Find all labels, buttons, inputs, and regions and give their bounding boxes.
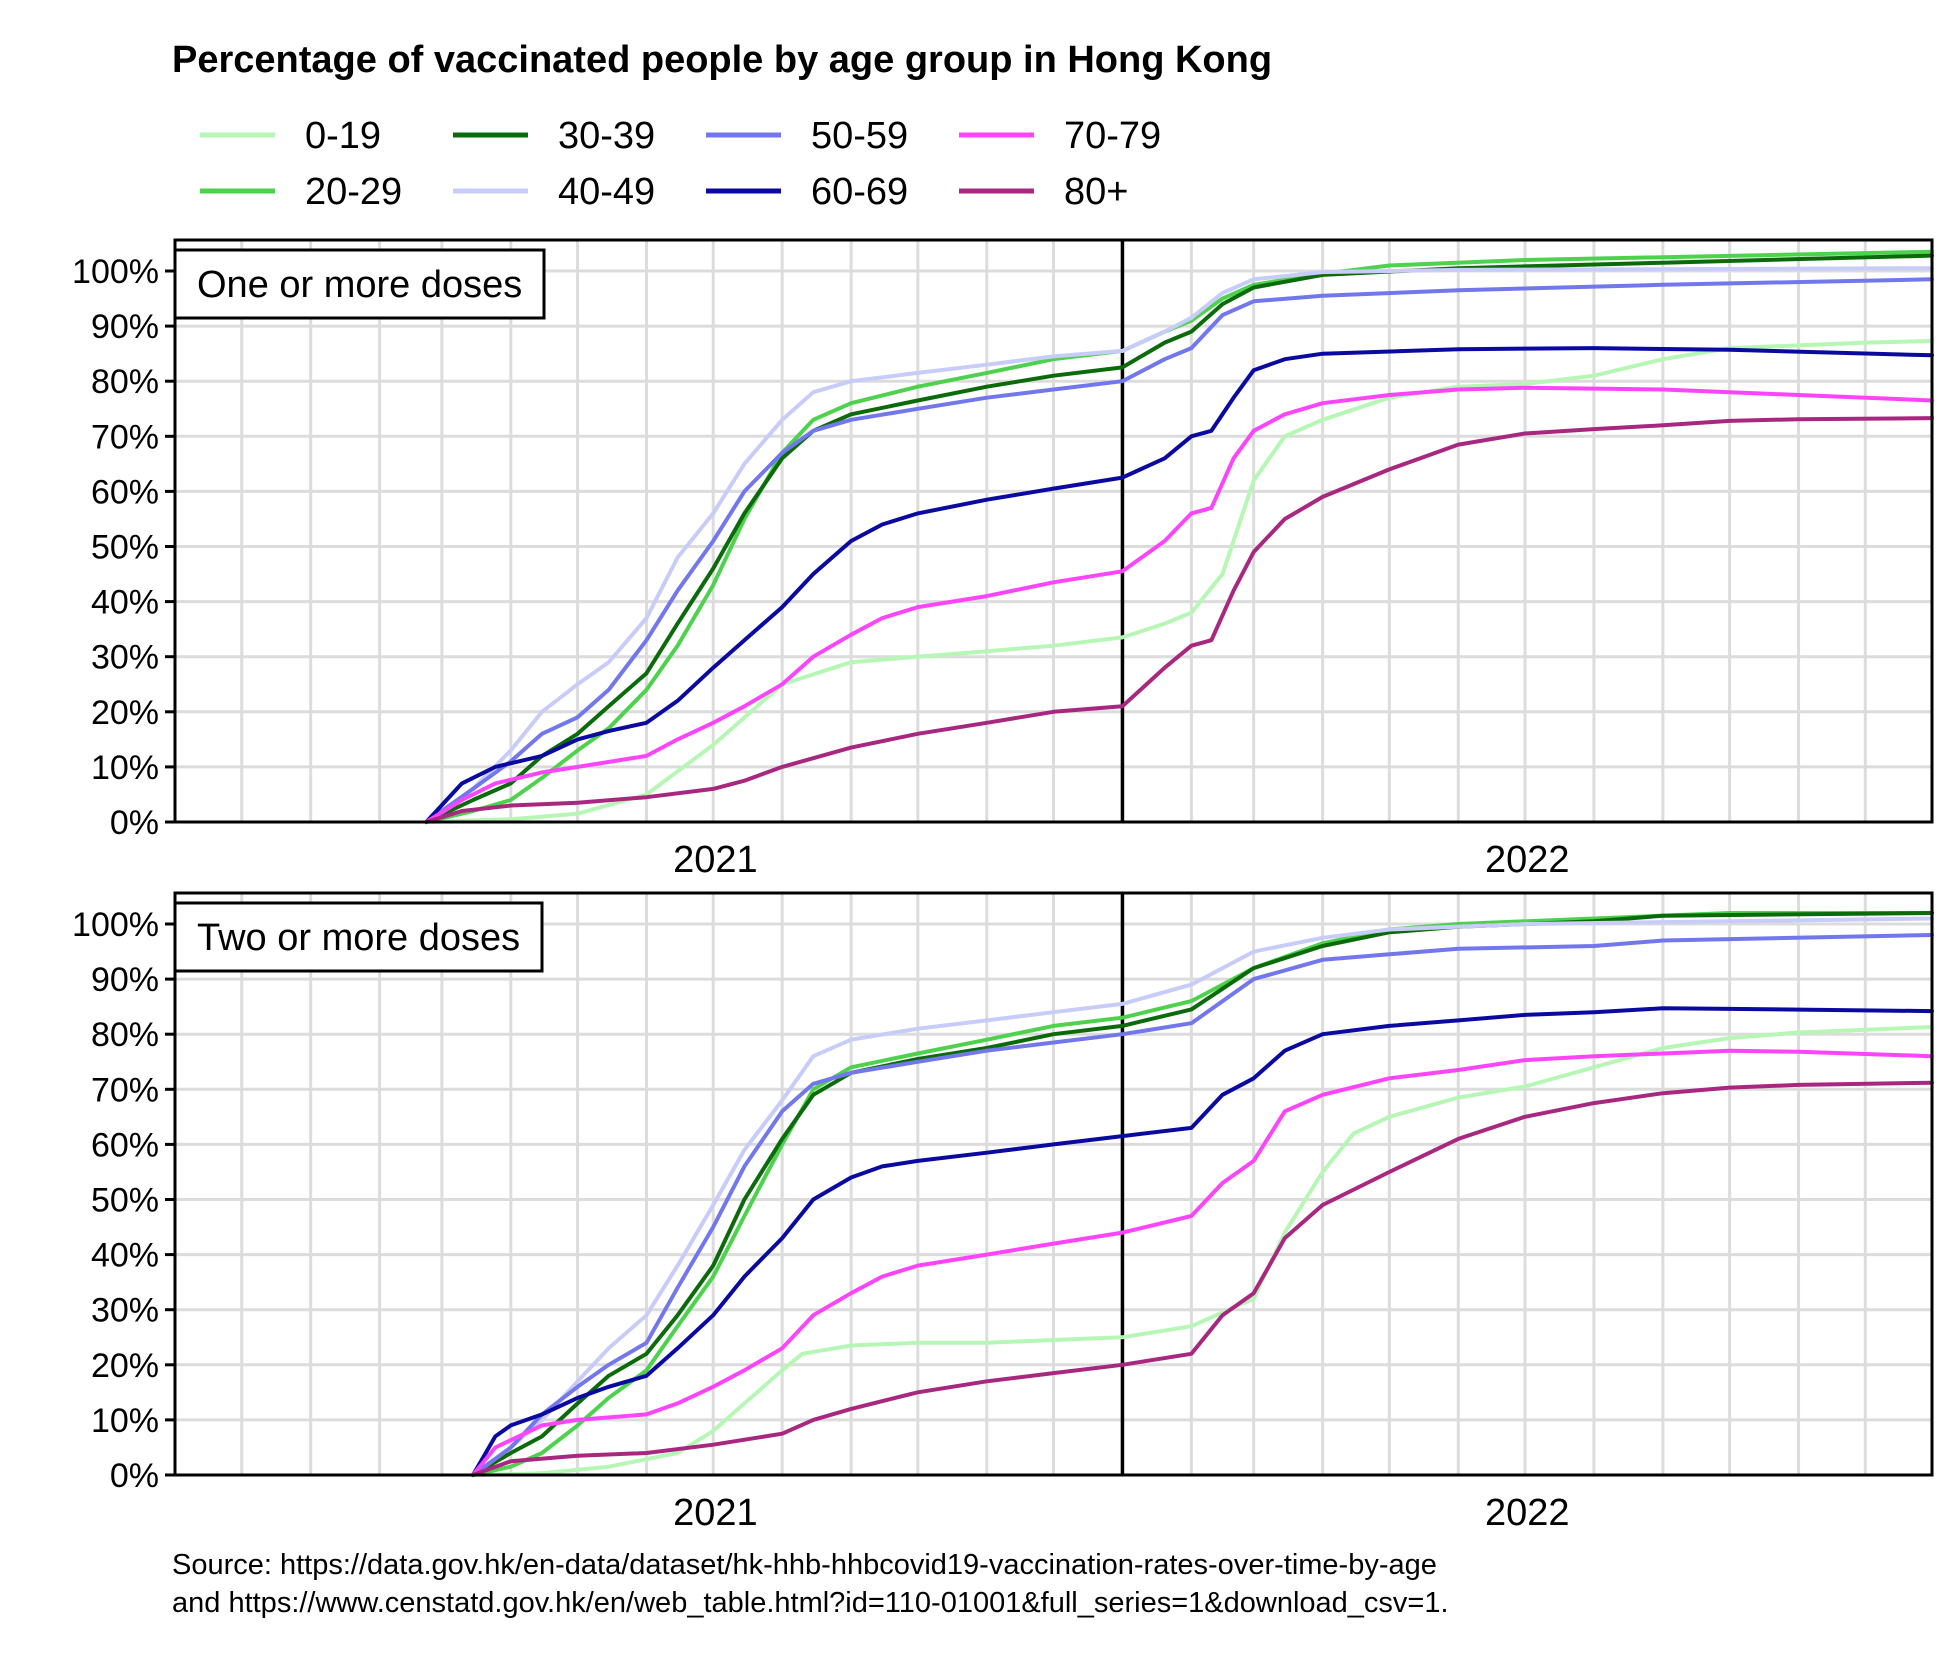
y-tick-label: 40% (91, 1237, 159, 1275)
legend-label: 30-39 (558, 115, 655, 157)
y-tick-label: 50% (91, 529, 159, 567)
panel-label: Two or more doses (173, 901, 544, 973)
panel-two-or-more-doses: 0% 10% 20% 30% 40% 50% 60% 70% 80% 90% 100% 2021 202… (72, 891, 1934, 1534)
y-tick-label: 0% (110, 1457, 159, 1495)
source-line-1: Source: https://data.gov.hk/en-data/data… (172, 1549, 1437, 1581)
y-tick-label: 50% (91, 1182, 159, 1220)
series-line-60-69 (471, 1006, 1934, 1477)
y-tick-label: 30% (91, 639, 159, 677)
legend-label: 80+ (1064, 171, 1128, 213)
y-tick-label: 60% (91, 1126, 159, 1164)
series-line-30-39 (424, 253, 1934, 824)
series-line-0-19 (424, 339, 1934, 824)
series-line-60-69 (424, 346, 1934, 824)
y-tick-label: 80% (91, 1016, 159, 1054)
series-line-50-59 (424, 277, 1934, 824)
series-line-40-49 (471, 916, 1934, 1477)
legend-label: 60-69 (811, 171, 908, 213)
series-line-80+ (471, 1080, 1934, 1477)
y-tick-label: 60% (91, 473, 159, 511)
y-tick-label: 20% (91, 1347, 159, 1385)
series-line-80+ (424, 416, 1934, 824)
legend-label: 0-19 (305, 115, 381, 157)
y-tick-label: 70% (91, 418, 159, 456)
panel-label: One or more doses (173, 248, 546, 320)
chart-title: Percentage of vaccinated people by age g… (172, 39, 1272, 81)
panel-label-text: One or more doses (197, 264, 522, 306)
legend-label: 40-49 (558, 171, 655, 213)
y-tick-label: 40% (91, 584, 159, 622)
legend-label: 20-29 (305, 171, 402, 213)
panel-label-text: Two or more doses (197, 917, 520, 959)
y-tick-label: 70% (91, 1071, 159, 1109)
y-tick-label: 80% (91, 363, 159, 401)
x-tick-label: 2022 (1485, 839, 1570, 881)
x-tick-label: 2021 (673, 1492, 758, 1534)
panel-label-box (173, 248, 546, 320)
x-tick-label: 2022 (1485, 1492, 1570, 1534)
y-tick-label: 90% (91, 961, 159, 999)
legend: 0-19 20-29 30-39 40-49 50-59 60-69 70-79 80+ (200, 115, 1161, 213)
y-tick-label: 0% (110, 804, 159, 842)
y-tick-label: 10% (91, 1402, 159, 1440)
series-line-50-59 (471, 933, 1934, 1477)
y-tick-label: 20% (91, 694, 159, 732)
source-line-2: and https://www.censtatd.gov.hk/en/web_t… (172, 1587, 1449, 1619)
x-tick-label: 2021 (673, 839, 758, 881)
y-tick-label: 100% (72, 906, 159, 944)
series-line-70-79 (424, 385, 1934, 824)
series-line-0-19 (471, 1025, 1934, 1477)
legend-label: 70-79 (1064, 115, 1161, 157)
legend-label: 50-59 (811, 115, 908, 157)
y-tick-label: 100% (72, 253, 159, 291)
y-tick-label: 10% (91, 749, 159, 787)
y-tick-label: 30% (91, 1292, 159, 1330)
series-line-70-79 (471, 1048, 1934, 1477)
plot-frame (173, 238, 1934, 824)
y-tick-label: 90% (91, 308, 159, 346)
panel-label-box (173, 901, 544, 973)
panel-one-or-more-doses: 0% 10% 20% 30% 40% 50% 60% 70% 80% 90% 100% 2021 202… (72, 238, 1934, 881)
plot-frame (173, 891, 1934, 1477)
series-line-40-49 (424, 266, 1934, 824)
